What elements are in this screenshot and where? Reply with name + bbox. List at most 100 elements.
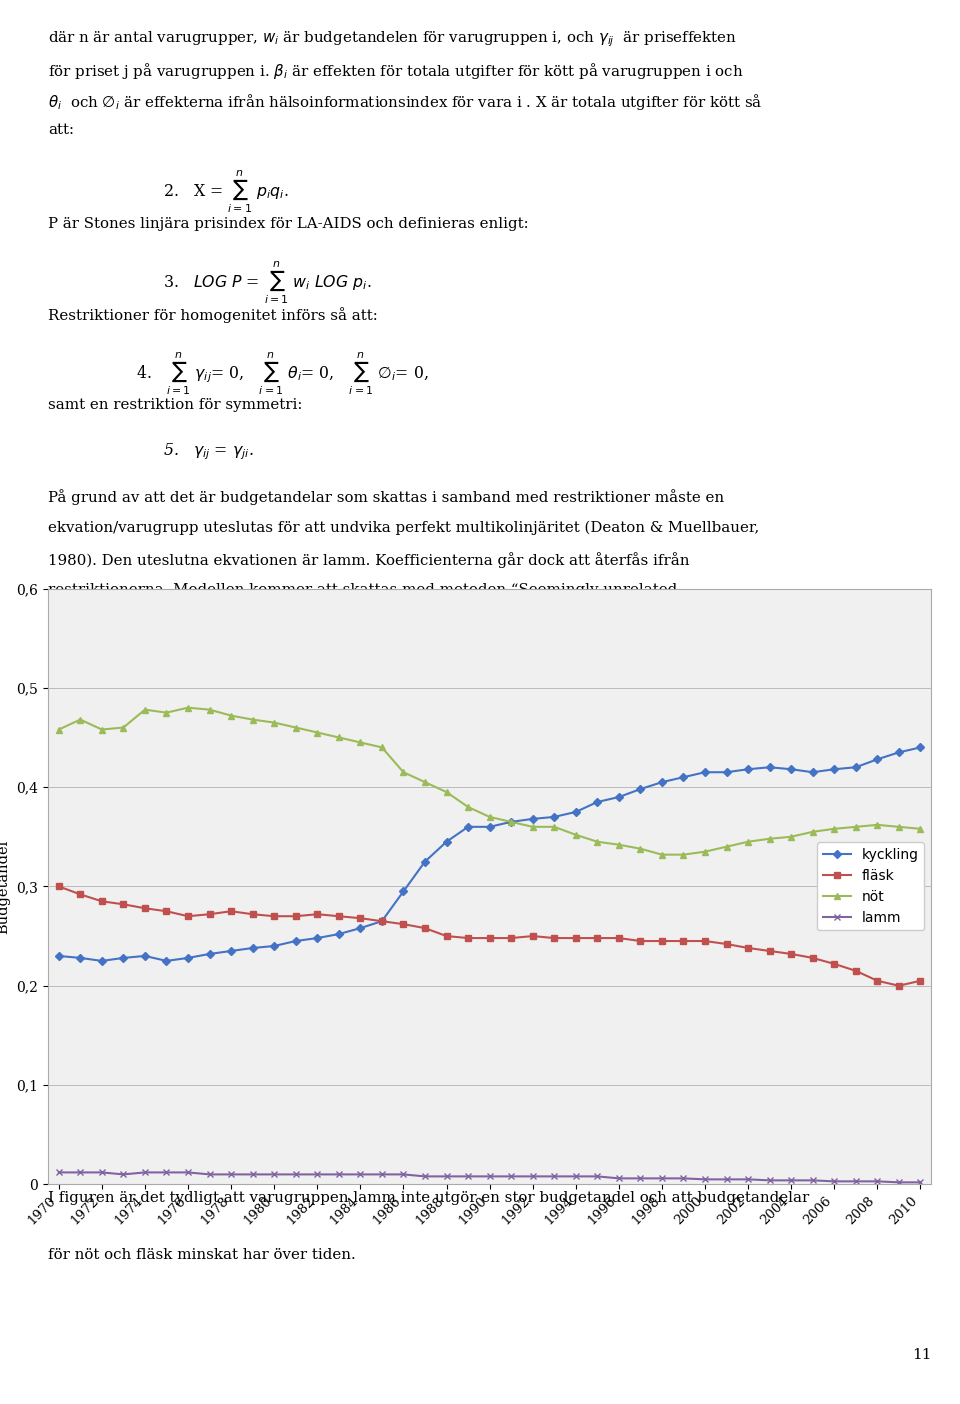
kyckling: [742, 761, 754, 778]
fläsk: [420, 920, 431, 936]
nöt: [139, 701, 151, 717]
nöt: [785, 828, 797, 845]
kyckling: [872, 751, 883, 768]
Text: för priset j på varugruppen i. $\beta_i$ är effekten för totala utgifter för köt: för priset j på varugruppen i. $\beta_i$…: [48, 60, 743, 81]
lamm: [75, 1164, 86, 1181]
fläsk: [548, 929, 560, 946]
kyckling: [182, 949, 194, 966]
lamm: [828, 1172, 840, 1189]
Y-axis label: Budgetandel: Budgetandel: [0, 840, 11, 934]
lamm: [311, 1165, 323, 1182]
fläsk: [915, 973, 926, 990]
lamm: [785, 1172, 797, 1189]
lamm: [376, 1165, 388, 1182]
Legend: kyckling, fläsk, nöt, lamm: kyckling, fläsk, nöt, lamm: [817, 842, 924, 931]
nöt: [53, 722, 64, 739]
Text: är att undersöka effekterna ifrån hälsoinformationen och inte elasticiteter ifrå: är att undersöka effekterna ifrån hälsoi…: [48, 677, 739, 692]
fläsk: [269, 908, 280, 925]
Text: 3.   $LOG$ $P$ = $\sum_{i=1}^{n}$ $w_i$ $LOG$ $p_i$.: 3. $LOG$ $P$ = $\sum_{i=1}^{n}$ $w_i$ $L…: [163, 260, 372, 306]
nöt: [893, 819, 904, 835]
fläsk: [893, 977, 904, 994]
fläsk: [441, 928, 452, 945]
lamm: [872, 1172, 883, 1189]
lamm: [182, 1164, 194, 1181]
nöt: [397, 764, 409, 781]
kyckling: [160, 952, 172, 969]
lamm: [613, 1170, 625, 1186]
nöt: [96, 722, 108, 739]
Text: restriktionerna. Modellen kommer att skattas med metoden “Seemingly unrelated: restriktionerna. Modellen kommer att ska…: [48, 583, 677, 597]
kyckling: [53, 948, 64, 965]
kyckling: [548, 809, 560, 826]
kyckling: [635, 781, 646, 797]
Text: Figur 2. Budgetandelar: Figur 2. Budgetandelar: [48, 747, 227, 761]
fläsk: [53, 878, 64, 894]
kyckling: [311, 929, 323, 946]
Text: 2.   X = $\sum_{i=1}^{n}$ $p_i$$q_i$.: 2. X = $\sum_{i=1}^{n}$ $p_i$$q_i$.: [163, 168, 288, 215]
fläsk: [505, 929, 516, 946]
fläsk: [613, 929, 625, 946]
Text: 4.   $\sum_{i=1}^{n}$ $\gamma_{ij}$= 0,   $\sum_{i=1}^{n}$ $\theta_i$= 0,   $\su: 4. $\sum_{i=1}^{n}$ $\gamma_{ij}$= 0, $\…: [136, 350, 429, 397]
fläsk: [828, 956, 840, 973]
lamm: [354, 1165, 366, 1182]
nöt: [635, 840, 646, 856]
nöt: [699, 844, 710, 861]
nöt: [872, 817, 883, 834]
fläsk: [742, 939, 754, 956]
kyckling: [893, 744, 904, 761]
Text: På grund av att det är budgetandelar som skattas i samband med restriktioner mås: På grund av att det är budgetandelar som…: [48, 489, 724, 505]
nöt: [269, 715, 280, 731]
fläsk: [247, 906, 258, 922]
fläsk: [75, 886, 86, 903]
Line: fläsk: fläsk: [56, 883, 924, 988]
lamm: [226, 1165, 237, 1182]
fläsk: [635, 932, 646, 949]
nöt: [764, 830, 776, 847]
fläsk: [570, 929, 582, 946]
lamm: [850, 1172, 861, 1189]
nöt: [226, 708, 237, 724]
fläsk: [785, 945, 797, 962]
fläsk: [139, 900, 151, 917]
Text: totala utgifter.: totala utgifter.: [48, 708, 157, 722]
fläsk: [484, 929, 495, 946]
Text: 5.   $\gamma_{ij}$ = $\gamma_{ji}$.: 5. $\gamma_{ij}$ = $\gamma_{ji}$.: [163, 441, 253, 462]
lamm: [678, 1170, 689, 1186]
kyckling: [785, 761, 797, 778]
nöt: [678, 847, 689, 863]
Text: 1980). Den uteslutna ekvationen är lamm. Koefficienterna går dock att återfås if: 1980). Den uteslutna ekvationen är lamm.…: [48, 552, 689, 567]
lamm: [53, 1164, 64, 1181]
nöt: [333, 729, 345, 746]
kyckling: [420, 854, 431, 870]
Text: 11: 11: [912, 1348, 931, 1362]
lamm: [548, 1168, 560, 1185]
lamm: [657, 1170, 668, 1186]
nöt: [290, 719, 301, 736]
Text: I figuren är det tydligt att varugruppen lamm inte utgör en stor budgetandel och: I figuren är det tydligt att varugruppen…: [48, 1192, 809, 1206]
Text: $\theta_i$  och $\varnothing_i$ är effekterna ifrån hälsoinformationsindex för v: $\theta_i$ och $\varnothing_i$ är effekt…: [48, 93, 762, 112]
lamm: [333, 1165, 345, 1182]
fläsk: [376, 913, 388, 929]
lamm: [915, 1174, 926, 1191]
Line: nöt: nöt: [56, 705, 924, 858]
nöt: [742, 834, 754, 851]
nöt: [311, 724, 323, 741]
kyckling: [269, 938, 280, 955]
Text: Restriktioner för homogenitet införs så att:: Restriktioner för homogenitet införs så …: [48, 307, 377, 323]
Text: där n är antal varugrupper, $w_i$ är budgetandelen för varugruppen i, och $\gamm: där n är antal varugrupper, $w_i$ är bud…: [48, 29, 737, 49]
lamm: [764, 1172, 776, 1189]
kyckling: [75, 949, 86, 966]
fläsk: [721, 935, 732, 952]
nöt: [591, 834, 603, 851]
kyckling: [290, 932, 301, 949]
kyckling: [591, 793, 603, 810]
Text: restriktioner. I den här studien kommer enbart pris- och indexeffekter att skatt: restriktioner. I den här studien kommer …: [48, 646, 745, 661]
lamm: [463, 1168, 474, 1185]
fläsk: [850, 962, 861, 979]
fläsk: [591, 929, 603, 946]
fläsk: [872, 973, 883, 990]
Line: kyckling: kyckling: [56, 744, 924, 963]
kyckling: [570, 803, 582, 820]
fläsk: [160, 903, 172, 920]
nöt: [657, 847, 668, 863]
